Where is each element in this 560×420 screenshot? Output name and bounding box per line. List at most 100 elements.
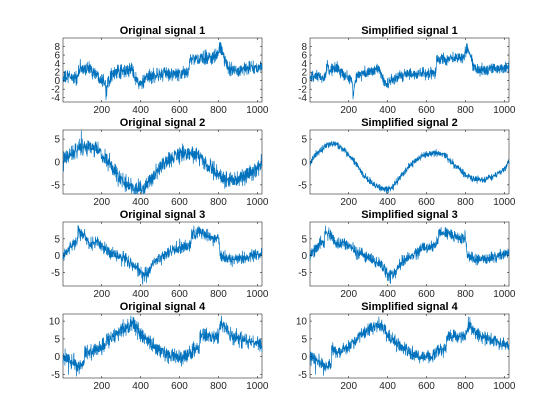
signal-line bbox=[309, 43, 510, 100]
axes-frame bbox=[62, 313, 263, 379]
x-tick-label: 800 bbox=[457, 289, 474, 300]
x-tick-label: 800 bbox=[210, 381, 227, 392]
x-tick-label: 400 bbox=[132, 289, 149, 300]
axes-frame bbox=[62, 37, 263, 103]
subplot-4: Simplified signal 2 200 400 600 800 1000 -5 0 5 bbox=[298, 117, 516, 208]
x-tick-label: 800 bbox=[210, 289, 227, 300]
x-tick-label: 600 bbox=[418, 197, 435, 208]
y-tick-label: 8 bbox=[301, 42, 307, 53]
subplot-title: Original signal 2 bbox=[120, 117, 206, 129]
x-tick-label: 600 bbox=[171, 105, 188, 116]
signal-line bbox=[62, 315, 263, 377]
x-tick-label: 600 bbox=[171, 197, 188, 208]
signal-line bbox=[62, 130, 263, 195]
y-tick-label: 5 bbox=[54, 334, 60, 345]
y-tick-label: 8 bbox=[54, 42, 60, 53]
x-tick-label: 200 bbox=[340, 381, 357, 392]
subplot-title: Simplified signal 1 bbox=[361, 25, 458, 37]
subplot-title: Simplified signal 3 bbox=[361, 209, 458, 221]
x-tick-label: 600 bbox=[418, 289, 435, 300]
subplot-7: Original signal 4 200 400 600 800 1000 -5 0 5 10 bbox=[49, 301, 269, 392]
subplot-2: Simplified signal 1 200 400 600 800 1000 -4-20… bbox=[298, 25, 516, 116]
x-tick-label: 400 bbox=[379, 197, 396, 208]
x-tick-label: 200 bbox=[93, 289, 110, 300]
subplot-1: Original signal 1 200 400 600 800 1000 -4-2024… bbox=[51, 25, 269, 116]
y-tick-label: 2 bbox=[54, 68, 60, 79]
y-tick-label: -5 bbox=[298, 268, 307, 279]
x-tick-label: 200 bbox=[93, 105, 110, 116]
x-tick-label: 600 bbox=[171, 289, 188, 300]
y-tick-label: -2 bbox=[298, 85, 307, 96]
subplot-title: Original signal 4 bbox=[120, 301, 206, 313]
x-tick-label: 200 bbox=[93, 381, 110, 392]
x-tick-label: 1000 bbox=[246, 289, 269, 300]
y-tick-label: 5 bbox=[54, 234, 60, 245]
subplot-8: Simplified signal 4 200 400 600 800 1000 -5 0 5 1… bbox=[296, 301, 516, 392]
x-tick-label: 600 bbox=[418, 381, 435, 392]
x-tick-label: 200 bbox=[340, 289, 357, 300]
subplot-5: Original signal 3 200 400 600 800 1000 -5 0 5 bbox=[51, 209, 269, 300]
x-tick-label: 400 bbox=[379, 105, 396, 116]
subplot-title: Simplified signal 2 bbox=[361, 117, 458, 129]
y-tick-label: -4 bbox=[298, 93, 307, 104]
y-tick-label: 0 bbox=[54, 76, 60, 87]
x-tick-label: 400 bbox=[132, 105, 149, 116]
y-tick-label: -2 bbox=[51, 85, 60, 96]
y-tick-label: 0 bbox=[54, 158, 60, 169]
signal-line bbox=[62, 225, 263, 285]
y-tick-label: 2 bbox=[301, 68, 307, 79]
x-tick-label: 1000 bbox=[493, 105, 516, 116]
y-tick-label: -5 bbox=[51, 268, 60, 279]
x-tick-label: 1000 bbox=[246, 197, 269, 208]
y-tick-label: 5 bbox=[301, 334, 307, 345]
y-tick-label: 4 bbox=[54, 59, 60, 70]
x-tick-label: 400 bbox=[132, 197, 149, 208]
axes-frame bbox=[309, 129, 510, 195]
y-tick-label: 10 bbox=[49, 317, 61, 328]
axes-frame bbox=[309, 221, 510, 287]
signal-line bbox=[309, 316, 510, 376]
axes-frame bbox=[309, 313, 510, 379]
y-tick-label: 4 bbox=[301, 59, 307, 70]
x-tick-label: 1000 bbox=[493, 289, 516, 300]
y-tick-label: -4 bbox=[51, 93, 60, 104]
signal-line bbox=[62, 41, 263, 101]
x-tick-label: 800 bbox=[210, 105, 227, 116]
x-tick-label: 800 bbox=[457, 381, 474, 392]
y-tick-label: -5 bbox=[51, 180, 60, 191]
y-tick-label: 0 bbox=[301, 158, 307, 169]
y-tick-label: 0 bbox=[54, 251, 60, 262]
subplot-6: Simplified signal 3 200 400 600 800 1000 -5 0 5 bbox=[298, 209, 516, 300]
x-tick-label: 800 bbox=[457, 197, 474, 208]
signal-line bbox=[309, 225, 510, 284]
signal-line bbox=[309, 140, 510, 194]
subplot-title: Original signal 1 bbox=[120, 25, 206, 37]
subplot-3: Original signal 2 200 400 600 800 1000 -5 0 5 bbox=[51, 117, 269, 208]
x-tick-label: 600 bbox=[418, 105, 435, 116]
x-tick-label: 200 bbox=[340, 197, 357, 208]
x-tick-label: 800 bbox=[210, 197, 227, 208]
x-tick-label: 1000 bbox=[493, 381, 516, 392]
x-tick-label: 1000 bbox=[246, 105, 269, 116]
y-tick-label: 6 bbox=[54, 51, 60, 62]
y-tick-label: 10 bbox=[296, 317, 308, 328]
y-tick-label: 0 bbox=[301, 76, 307, 87]
y-tick-label: 6 bbox=[301, 51, 307, 62]
y-tick-label: 5 bbox=[54, 135, 60, 146]
x-tick-label: 400 bbox=[379, 381, 396, 392]
y-tick-label: 5 bbox=[301, 234, 307, 245]
x-tick-label: 200 bbox=[93, 197, 110, 208]
subplot-title: Original signal 3 bbox=[120, 209, 206, 221]
x-tick-label: 800 bbox=[457, 105, 474, 116]
y-tick-label: 0 bbox=[301, 251, 307, 262]
y-tick-label: 0 bbox=[54, 352, 60, 363]
subplot-title: Simplified signal 4 bbox=[361, 301, 458, 313]
x-tick-label: 600 bbox=[171, 381, 188, 392]
y-tick-label: -5 bbox=[298, 180, 307, 191]
x-tick-label: 200 bbox=[340, 105, 357, 116]
x-tick-label: 400 bbox=[379, 289, 396, 300]
x-tick-label: 1000 bbox=[246, 381, 269, 392]
y-tick-label: -5 bbox=[298, 370, 307, 381]
